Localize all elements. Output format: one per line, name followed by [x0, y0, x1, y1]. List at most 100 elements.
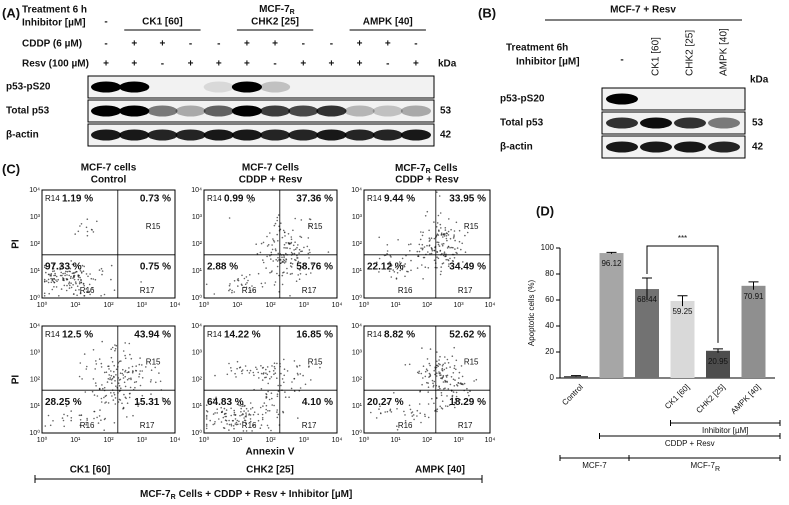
event-dot [140, 281, 142, 283]
quadrant-percent: 58.76 % [296, 261, 333, 272]
event-dot [83, 284, 85, 287]
plot-frame [203, 189, 338, 299]
event-dot [94, 368, 96, 370]
event-dot [118, 385, 121, 387]
event-dot [453, 235, 455, 238]
event-dot [108, 374, 110, 376]
event-dot [43, 292, 46, 295]
quadrant-percent: 16.85 % [296, 330, 333, 341]
event-dot [283, 255, 285, 257]
blot-band [606, 93, 638, 105]
event-dot [299, 235, 301, 238]
event-dot [103, 293, 106, 296]
event-dot [145, 366, 147, 368]
event-dot [278, 274, 280, 277]
event-dot [261, 417, 264, 419]
event-dot [396, 425, 398, 428]
event-dot [401, 257, 404, 260]
event-dot [276, 362, 278, 365]
event-dot [225, 409, 228, 411]
event-dot [426, 381, 428, 384]
event-dot [265, 372, 267, 375]
event-dot [108, 365, 110, 368]
event-dot [443, 233, 445, 236]
event-dot [76, 294, 78, 297]
event-dot [408, 243, 410, 246]
y-tick-label: 10³ [352, 214, 363, 221]
event-dot [83, 353, 86, 355]
y-tick-label: 10⁴ [29, 187, 40, 194]
event-dot [260, 242, 263, 245]
event-dot [76, 285, 79, 288]
region-label: R15 [146, 357, 161, 366]
event-dot [100, 419, 102, 422]
event-dot [79, 225, 81, 227]
event-dot [433, 221, 435, 223]
event-dot [99, 409, 101, 411]
event-dot [283, 231, 286, 233]
event-dot [101, 384, 103, 386]
event-dot [272, 238, 274, 240]
event-dot [91, 390, 94, 393]
event-dot [102, 387, 104, 390]
event-dot [432, 382, 434, 385]
control-mark: - [104, 17, 107, 28]
event-dot [44, 425, 47, 427]
event-dot [299, 387, 302, 389]
event-dot [66, 270, 69, 273]
event-dot [90, 277, 93, 280]
event-dot [300, 250, 302, 253]
quadrant-percent: 43.94 % [134, 330, 171, 341]
event-dot [276, 416, 279, 419]
event-dot [444, 362, 446, 364]
event-dot [447, 230, 450, 233]
event-dot [262, 241, 265, 244]
blot-label: Total p53 [500, 118, 544, 129]
event-dot [105, 401, 107, 403]
event-dot [445, 376, 448, 378]
sign: - [217, 39, 220, 50]
event-dot [309, 218, 312, 221]
event-dot [73, 275, 75, 278]
event-dot [268, 410, 271, 412]
event-dot [245, 276, 248, 278]
event-dot [297, 417, 299, 419]
event-dot [448, 404, 451, 406]
event-dot [441, 252, 443, 255]
event-dot [267, 427, 270, 429]
event-dot [432, 386, 435, 388]
event-dot [422, 377, 424, 379]
y-tick-label: 10³ [30, 214, 41, 221]
region-label: R16 [242, 421, 257, 430]
event-dot [455, 368, 457, 371]
event-dot [249, 369, 252, 372]
event-dot [309, 224, 311, 227]
event-dot [273, 241, 276, 243]
region-label: R16 [398, 286, 413, 295]
y-tick-label: 10⁴ [191, 323, 202, 330]
event-dot [291, 253, 294, 255]
event-dot [437, 257, 440, 260]
event-dot [438, 195, 441, 197]
event-dot [238, 366, 241, 369]
event-dot [304, 383, 307, 386]
event-dot [308, 249, 311, 251]
event-dot [265, 376, 267, 379]
event-dot [150, 393, 152, 395]
region-label: R17 [302, 286, 317, 295]
x-tick-label: CK1 [60] [663, 383, 691, 411]
x-tick-label: CHK2 [25] [694, 383, 726, 415]
event-dot [53, 286, 55, 288]
event-dot [386, 253, 388, 255]
event-dot [267, 390, 269, 393]
event-dot [244, 404, 246, 407]
event-dot [436, 410, 438, 413]
event-dot [447, 265, 450, 268]
event-dot [277, 252, 280, 255]
event-dot [276, 409, 279, 411]
event-dot [286, 247, 289, 249]
event-dot [138, 363, 141, 366]
event-dot [264, 376, 266, 379]
event-dot [401, 268, 404, 271]
